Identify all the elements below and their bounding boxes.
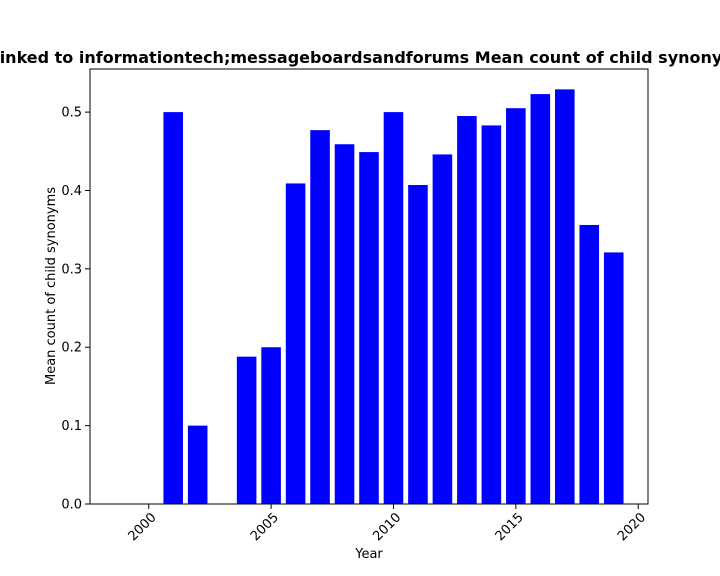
bar-2019 [603,252,624,504]
bar-2006 [285,183,306,504]
x-tick-label: 2010 [370,510,404,544]
bar-2004 [236,356,257,504]
bar-2018 [579,224,600,504]
bar-2014 [481,125,502,505]
y-tick-label: 0.3 [61,262,82,277]
bar-2008 [334,144,355,505]
bar-2009 [359,152,379,504]
y-tick-label: 0.4 [61,184,82,199]
x-tick-label: 2020 [615,510,649,544]
bar-2005 [261,347,281,504]
y-tick-label: 0.2 [61,341,82,356]
x-tick-label: 2015 [493,510,527,544]
bar-2007 [310,130,330,504]
x-axis-label: Year [354,547,383,562]
x-tick-label: 2005 [248,510,282,544]
bar-2012 [432,154,453,504]
chart-title: Linked to informationtech;messageboardsa… [0,48,720,67]
bar-2002 [187,425,208,504]
x-axis: 2000 2005 2010 2015 2020 [126,504,649,544]
bar-2013 [457,116,477,504]
bar-2010 [383,112,404,505]
plot-frame [89,68,649,505]
bar-2017 [555,89,575,504]
bars-group [163,89,624,505]
bar-2015 [506,108,526,504]
y-axis-label: Mean count of child synonyms [44,187,59,385]
y-tick-label: 0.1 [61,419,82,434]
y-tick-label: 0.5 [61,106,82,121]
y-tick-label: 0.0 [61,498,82,513]
bar-2011 [408,185,428,504]
y-axis: 0.0 0.1 0.2 0.3 0.4 0.5 [61,106,90,513]
bar-2001 [163,112,183,505]
bar-2016 [530,94,551,504]
x-tick-label: 2000 [126,510,160,544]
